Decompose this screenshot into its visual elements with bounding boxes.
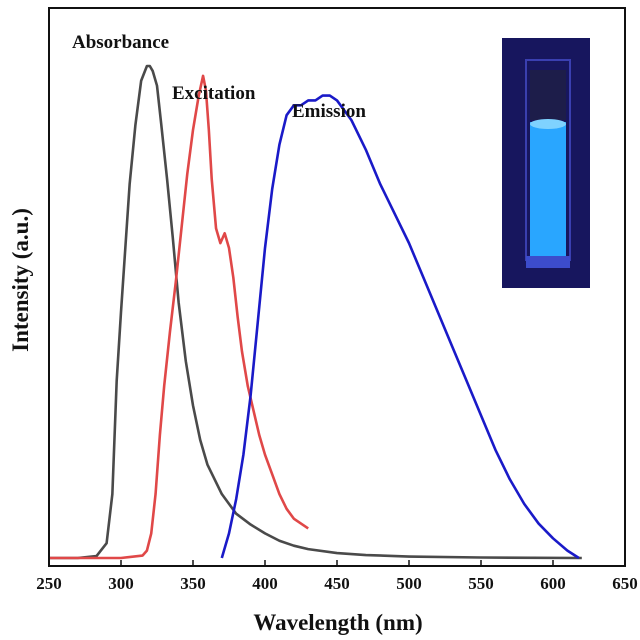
y-axis-title: Intensity (a.u.) — [8, 208, 33, 352]
glowing-solution — [530, 122, 566, 256]
series-layer — [49, 64, 582, 560]
absorbance-label: Absorbance — [72, 32, 169, 53]
cuvette-photo-inset — [502, 38, 590, 288]
meniscus — [530, 119, 566, 129]
x-tick-label: 450 — [324, 574, 350, 593]
x-tick-label: 400 — [252, 574, 278, 593]
x-tick-label: 250 — [36, 574, 62, 593]
x-tick-label: 300 — [108, 574, 134, 593]
x-tick-label: 650 — [612, 574, 638, 593]
x-tick-label: 350 — [180, 574, 206, 593]
emission-label: Emission — [292, 101, 366, 122]
cuvette-top — [530, 70, 566, 120]
x-tick-label: 600 — [540, 574, 566, 593]
excitation-label: Excitation — [172, 83, 256, 104]
cuvette-base — [526, 256, 570, 268]
series-line-excitation — [49, 74, 309, 560]
labels: Wavelength (nm) Intensity (a.u.) Absorba… — [8, 32, 423, 635]
x-tick-label: 500 — [396, 574, 422, 593]
series-line-emission — [220, 94, 580, 560]
x-tick-label: 550 — [468, 574, 494, 593]
x-axis-title: Wavelength (nm) — [253, 610, 422, 635]
axes: 250 300 350 400 450 500 550 600 650 — [36, 7, 638, 593]
series-line-absorbance — [49, 64, 582, 560]
